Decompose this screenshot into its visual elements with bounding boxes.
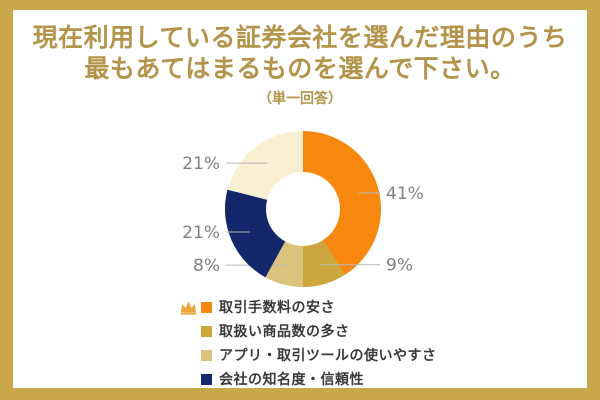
crown-icon-slot bbox=[179, 299, 201, 315]
legend-item-3: 会社の知名度・信頼性 bbox=[179, 367, 437, 391]
card: 現在利用している証券会社を選んだ理由のうち 最もあてはまるものを選んで下さい。 … bbox=[13, 10, 587, 388]
legend-item-2: アプリ・取引ツールの使いやすさ bbox=[179, 343, 437, 367]
title-line1: 現在利用している証券会社を選んだ理由のうち bbox=[32, 24, 568, 52]
legend-item-0: 取引手数料の安さ bbox=[179, 295, 437, 319]
donut-segment-1 bbox=[303, 240, 345, 287]
legend-icon-slot bbox=[179, 371, 201, 387]
segment-value-label-0: 41% bbox=[386, 184, 424, 204]
title-line2: 最もあてはまるものを選んで下さい。 bbox=[84, 55, 516, 83]
donut-segment-0 bbox=[303, 131, 381, 275]
legend-label-2: アプリ・取引ツールの使いやすさ bbox=[219, 347, 437, 363]
legend-label-3: 会社の知名度・信頼性 bbox=[219, 371, 364, 387]
segment-value-label-1: 9% bbox=[386, 256, 413, 276]
donut-segment-3 bbox=[224, 189, 286, 278]
segment-value-label-3: 21% bbox=[182, 223, 220, 243]
legend-swatch-3 bbox=[201, 373, 212, 385]
legend-label-1: 取扱い商品数の多さ bbox=[219, 323, 350, 339]
legend-item-1: 取扱い商品数の多さ bbox=[179, 319, 437, 343]
legend-swatch-1 bbox=[201, 325, 212, 337]
legend-label-0: 取引手数料の安さ bbox=[219, 299, 335, 315]
legend-icon-slot bbox=[179, 323, 201, 339]
page-title: 現在利用している証券会社を選んだ理由のうち 最もあてはまるものを選んで下さい。 bbox=[13, 23, 587, 85]
donut-chart: 41% 9% 8% 21% 21% bbox=[182, 131, 424, 287]
donut-segment-4 bbox=[227, 131, 303, 200]
donut-segment-2 bbox=[265, 241, 303, 287]
legend-swatch-0 bbox=[201, 301, 212, 313]
segment-value-label-2: 8% bbox=[193, 256, 220, 276]
legend-icon-slot bbox=[179, 347, 201, 363]
chart-legend: 取引手数料の安さ 取扱い商品数の多さアプリ・取引ツールの使いやすさ 会社の知名度・信… bbox=[179, 295, 437, 391]
segment-value-label-4: 21% bbox=[182, 154, 220, 174]
legend-swatch-2 bbox=[201, 349, 212, 361]
crown-icon bbox=[181, 300, 196, 315]
subtitle: （単一回答） bbox=[258, 90, 342, 106]
